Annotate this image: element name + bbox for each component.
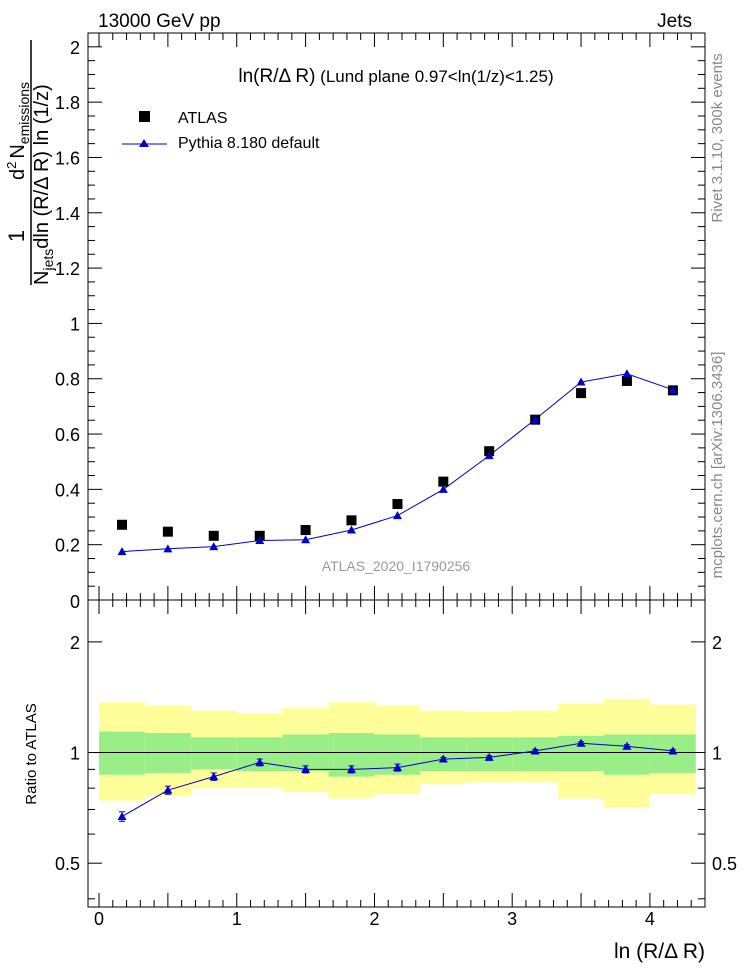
ratio-data-layer: [117, 738, 678, 822]
ratio-y-tick-label-right: 0.5: [712, 854, 737, 874]
ratio-y-tick-label-right: 1: [712, 744, 722, 764]
y-tick-label: 0.8: [55, 370, 80, 390]
ratio-y-tick-label-left: 1: [70, 744, 80, 764]
ratio-point: [392, 763, 402, 772]
ratio-point: [163, 785, 173, 794]
pythia-point: [117, 547, 127, 556]
atlas-point: [300, 525, 311, 536]
main-y-tick-labels: 0.2 0.4 0.6 0.8 1 1.2 1.4 1.6 1.8 2: [55, 38, 80, 556]
ylabel-d: d: [7, 169, 29, 180]
plot-title-main: ln(R/Δ R): [238, 66, 315, 87]
atlas-point: [117, 519, 128, 530]
atlas-point: [162, 526, 173, 537]
mcplots-label: mcplots.cern.ch [arXiv:1306.3436]: [709, 352, 726, 579]
collision-energy-label: 13000 GeV pp: [98, 11, 221, 32]
ylabel-N: N: [7, 144, 29, 158]
atlas-point: [576, 388, 587, 399]
pythia-point: [209, 542, 219, 551]
pythia-point: [255, 536, 265, 545]
atlas-point: [621, 375, 632, 386]
pythia-point: [346, 525, 356, 534]
rivet-label: Rivet 3.1.10, 300k events: [709, 53, 726, 222]
ratio-y-axis-label: Ratio to ATLAS: [23, 703, 40, 804]
analysis-watermark: ATLAS_2020_I1790256: [322, 558, 471, 574]
atlas-point: [208, 530, 219, 541]
ratio-axis-ticks: [88, 600, 706, 907]
ratio-y-tick-label-left: 0.5: [55, 854, 80, 874]
atlas-point: [438, 476, 449, 487]
atlas-point: [346, 515, 357, 526]
ratio-band-inner: [604, 734, 650, 775]
ratio-plot-frame: [87, 599, 706, 908]
pythia-point: [301, 535, 311, 544]
legend: ATLAS Pythia 8.180 default: [122, 110, 320, 152]
y-tick-label: 1: [70, 314, 80, 334]
ylabel-numerator-one: 1: [4, 230, 29, 242]
ylabel-emissions: emissions: [16, 82, 32, 144]
legend-pythia-label: Pythia 8.180 default: [178, 135, 320, 152]
legend-pythia-marker: [139, 139, 149, 147]
x-tick-labels: 0 1 2 3 4: [94, 909, 655, 929]
y-tick-label: 1.6: [55, 148, 80, 168]
pythia-point: [438, 484, 448, 493]
pythia-point: [668, 385, 678, 394]
ratio-point: [668, 746, 678, 755]
legend-atlas-marker: [139, 111, 150, 122]
ratio-point: [117, 811, 127, 820]
plot-title: ln(R/Δ R) (Lund plane 0.97<ln(1/z)<1.25): [238, 66, 553, 87]
ratio-point: [301, 764, 311, 773]
ratio-band-inner: [190, 737, 237, 770]
y-tick-label: 0.4: [55, 480, 80, 500]
x-axis-label: ln (R/Δ R): [614, 940, 705, 963]
main-data-layer: [117, 369, 678, 556]
pythia-point: [622, 369, 632, 378]
y-tick-label: 1.2: [55, 259, 80, 279]
ratio-point: [530, 746, 540, 755]
y-tick-label: 1.4: [55, 204, 80, 224]
ylabel-sup2: 2: [4, 162, 19, 169]
atlas-point: [392, 499, 403, 510]
y-tick-label: 0.2: [55, 536, 80, 556]
ratio-y-tick-label-left: 2: [70, 633, 80, 653]
ratio-y-tick-labels: 0.5 0.5 1 1 2 2: [55, 633, 737, 874]
ratio-band-inner: [420, 737, 467, 772]
pythia-line: [121, 373, 674, 553]
main-axis-ticks: [88, 33, 706, 601]
process-label: Jets: [657, 11, 692, 32]
ratio-point: [255, 757, 265, 766]
pythia-point: [530, 414, 540, 423]
y-tick-label: 0.6: [55, 425, 80, 445]
ratio-point: [576, 738, 586, 747]
ratio-point: [438, 754, 448, 763]
ratio-point: [484, 752, 494, 761]
ylabel-Njets-N: N: [31, 271, 53, 285]
ratio-point: [622, 741, 632, 750]
ratio-point: [209, 772, 219, 781]
x-tick-label: 0: [94, 909, 104, 929]
ylabel-denominator: Njetsdln (R/Δ R) ln (1/z): [31, 84, 56, 285]
main-y-tick-cut: 0: [70, 592, 80, 612]
x-tick-label: 1: [232, 909, 242, 929]
ylabel-den-rest: dln (R/Δ R) ln (1/z): [31, 84, 53, 249]
y-tick-label: 1.8: [55, 93, 80, 113]
pythia-point: [392, 511, 402, 520]
ratio-y-tick-label-right: 2: [712, 633, 722, 653]
pythia-point: [163, 544, 173, 553]
ratio-band-inner: [99, 731, 145, 775]
main-y-axis-label: 1 d2 Nemissions Njetsdln (R/Δ R) ln (1/z): [4, 40, 56, 285]
x-tick-label: 2: [369, 909, 379, 929]
ratio-point: [346, 764, 356, 773]
ylabel-jets: jets: [40, 249, 56, 272]
ylabel-numerator: d2 Nemissions: [4, 82, 32, 180]
legend-atlas-label: ATLAS: [178, 110, 228, 127]
pythia-point: [576, 377, 586, 386]
x-tick-label: 4: [645, 909, 655, 929]
plot-title-suffix: (Lund plane 0.97<ln(1/z)<1.25): [315, 67, 553, 86]
y-tick-label: 2: [70, 38, 80, 58]
atlas-point: [254, 530, 265, 541]
pythia-point: [484, 451, 494, 460]
x-tick-label: 3: [507, 909, 517, 929]
